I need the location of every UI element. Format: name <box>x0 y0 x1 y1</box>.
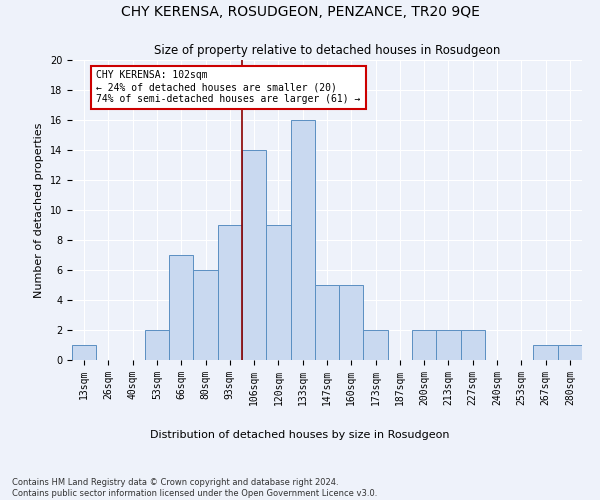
Bar <box>412 330 436 360</box>
Title: Size of property relative to detached houses in Rosudgeon: Size of property relative to detached ho… <box>154 44 500 58</box>
Bar <box>364 330 388 360</box>
Bar <box>218 225 242 360</box>
Bar <box>266 225 290 360</box>
Bar <box>558 345 582 360</box>
Bar <box>72 345 96 360</box>
Text: CHY KERENSA, ROSUDGEON, PENZANCE, TR20 9QE: CHY KERENSA, ROSUDGEON, PENZANCE, TR20 9… <box>121 5 479 19</box>
Bar <box>533 345 558 360</box>
Bar <box>242 150 266 360</box>
Text: Contains HM Land Registry data © Crown copyright and database right 2024.
Contai: Contains HM Land Registry data © Crown c… <box>12 478 377 498</box>
Bar <box>290 120 315 360</box>
Bar <box>145 330 169 360</box>
Bar <box>169 255 193 360</box>
Y-axis label: Number of detached properties: Number of detached properties <box>34 122 44 298</box>
Bar <box>436 330 461 360</box>
Text: CHY KERENSA: 102sqm
← 24% of detached houses are smaller (20)
74% of semi-detach: CHY KERENSA: 102sqm ← 24% of detached ho… <box>96 70 361 104</box>
Bar <box>193 270 218 360</box>
Bar <box>315 285 339 360</box>
Text: Distribution of detached houses by size in Rosudgeon: Distribution of detached houses by size … <box>150 430 450 440</box>
Bar <box>339 285 364 360</box>
Bar <box>461 330 485 360</box>
